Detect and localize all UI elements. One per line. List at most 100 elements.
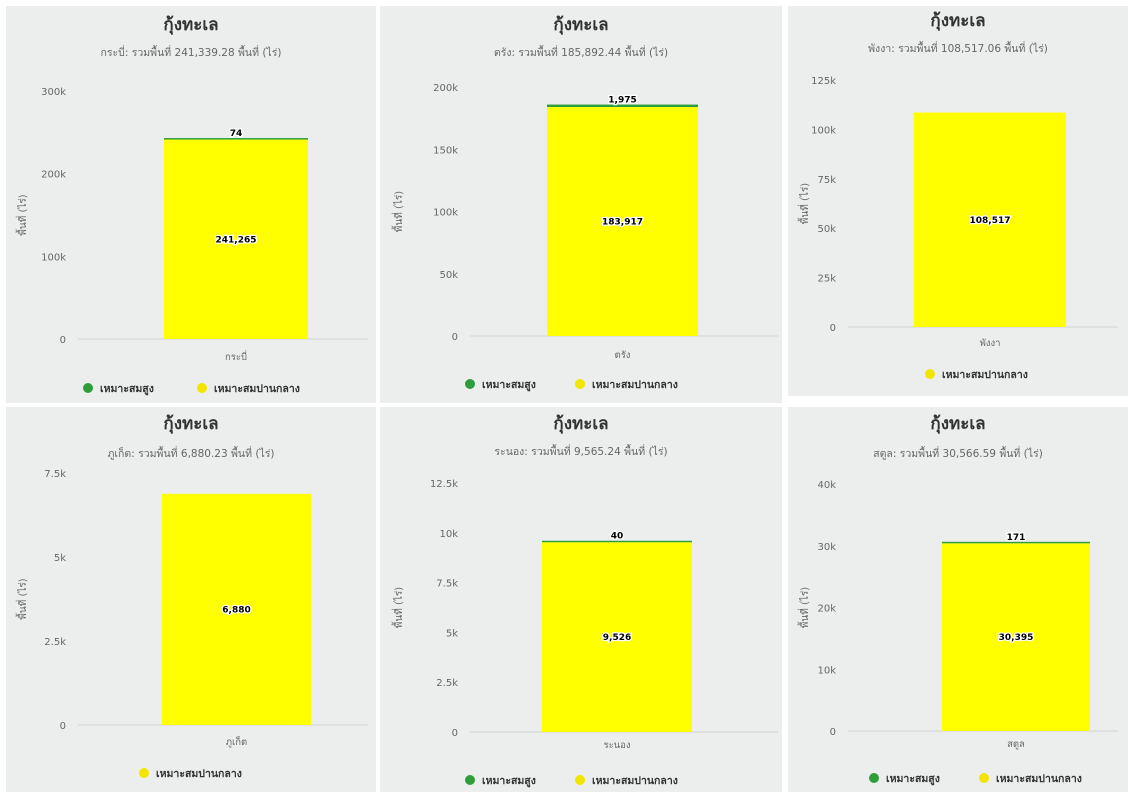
legend-label-medium: เหมาะสมปานกลาง: [156, 768, 242, 780]
y-tick-label: 0: [60, 335, 66, 346]
bar-high: [547, 104, 698, 108]
data-label-medium: 241,265: [216, 235, 257, 245]
chart-panel-krabi: กุ้งทะเลกระบี่: รวมพื้นที่ 241,339.28 พื…: [6, 6, 376, 403]
data-label-medium: 30,395: [999, 633, 1034, 643]
bar-high: [542, 540, 692, 543]
chart-title: กุ้งทะเล: [163, 15, 218, 35]
bar-medium: [162, 493, 311, 725]
legend-label-high: เหมาะสมสูง: [100, 383, 154, 396]
y-tick-label: 100k: [811, 125, 836, 136]
x-tick-label: ภูเก็ต: [226, 735, 247, 748]
legend-marker-medium: [575, 775, 585, 785]
chart-subtitle: กระบี่: รวมพื้นที่ 241,339.28 พื้นที่ (ไ…: [101, 45, 282, 59]
legend-label-medium: เหมาะสมปานกลาง: [592, 775, 678, 787]
chart-title: กุ้งทะเล: [930, 414, 985, 434]
bar-medium: [542, 542, 692, 732]
legend-marker-high: [465, 379, 475, 389]
chart-title: กุ้งทะเล: [930, 11, 985, 31]
y-tick-label: 12.5k: [430, 479, 458, 490]
y-axis-label: พื้นที่ (ไร่): [797, 183, 811, 225]
bar-medium: [914, 112, 1066, 328]
data-label-high: 171: [1007, 533, 1026, 543]
legend-marker-medium: [575, 379, 585, 389]
data-label-medium: 183,917: [602, 218, 643, 228]
legend-item-high: เหมาะสมสูง: [83, 383, 154, 396]
legend-item-medium: เหมาะสมปานกลาง: [925, 369, 1028, 381]
legend-marker-medium: [979, 773, 989, 783]
y-tick-label: 0: [830, 727, 836, 738]
y-tick-label: 5k: [54, 553, 66, 564]
y-tick-label: 2.5k: [436, 678, 458, 689]
data-label-high: 40: [611, 532, 624, 542]
chart-subtitle: ตรัง: รวมพื้นที่ 185,892.44 พื้นที่ (ไร่…: [494, 45, 668, 59]
data-label-high: 74: [230, 129, 243, 139]
chart-subtitle: พังงา: รวมพื้นที่ 108,517.06 พื้นที่ (ไร…: [868, 41, 1048, 55]
y-tick-label: 50k: [817, 224, 836, 235]
data-label-medium: 6,880: [222, 605, 250, 615]
legend-item-medium: เหมาะสมปานกลาง: [197, 383, 300, 395]
y-tick-label: 100k: [41, 252, 66, 263]
x-tick-label: พังงา: [980, 338, 1001, 349]
y-tick-label: 25k: [817, 274, 836, 285]
legend-label-high: เหมาะสมสูง: [482, 379, 536, 392]
legend-item-high: เหมาะสมสูง: [465, 379, 536, 392]
data-label-medium: 108,517: [970, 216, 1011, 226]
y-tick-label: 0: [830, 323, 836, 334]
x-tick-label: ตรัง: [615, 350, 631, 361]
legend-label-high: เหมาะสมสูง: [886, 773, 940, 786]
legend-label-high: เหมาะสมสูง: [482, 775, 536, 788]
y-tick-label: 2.5k: [44, 637, 66, 648]
legend-item-medium: เหมาะสมปานกลาง: [575, 379, 678, 391]
y-tick-label: 75k: [817, 175, 836, 186]
y-tick-label: 150k: [433, 145, 458, 156]
y-tick-label: 100k: [433, 208, 458, 219]
y-tick-label: 7.5k: [44, 469, 66, 480]
y-tick-label: 10k: [817, 665, 836, 676]
legend-item-medium: เหมาะสมปานกลาง: [575, 775, 678, 787]
bar-medium: [547, 107, 698, 336]
chart-panel-ranong: กุ้งทะเล ระนอง: รวมพื้นที่ 9,565.24 พื้นท…: [380, 407, 782, 792]
x-tick-label: กระบี่: [225, 350, 247, 363]
y-axis-label: พื้นที่ (ไร่): [15, 578, 29, 620]
legend-label-medium: เหมาะสมปานกลาง: [592, 379, 678, 391]
y-tick-label: 10k: [439, 529, 458, 540]
bar-medium: [164, 139, 308, 339]
chart-panel-phangnga: กุ้งทะเลพังงา: รวมพื้นที่ 108,517.06 พื้…: [788, 6, 1128, 396]
y-axis-label: พื้นที่ (ไร่): [15, 194, 29, 236]
chart-subtitle: ระนอง: รวมพื้นที่ 9,565.24 พื้นที่ (ไร่): [494, 444, 667, 458]
legend-label-medium: เหมาะสมปานกลาง: [214, 383, 300, 395]
legend-label-medium: เหมาะสมปานกลาง: [996, 773, 1082, 785]
bar-high: [942, 541, 1090, 544]
legend-marker-medium: [197, 383, 207, 393]
y-axis-label: พื้นที่ (ไร่): [391, 191, 405, 233]
y-tick-label: 7.5k: [436, 579, 458, 590]
chart-subtitle: ภูเก็ต: รวมพื้นที่ 6,880.23 พื้นที่ (ไร่…: [108, 446, 275, 460]
x-tick-label: ระนอง: [603, 740, 630, 751]
y-tick-label: 0: [452, 728, 458, 739]
legend-label-medium: เหมาะสมปานกลาง: [942, 369, 1028, 381]
legend-marker-high: [869, 773, 879, 783]
chart-panel-satun: กุ้งทะเลสตูล: รวมพื้นที่ 30,566.59 พื้นท…: [788, 407, 1128, 792]
legend-marker-medium: [139, 768, 149, 778]
y-tick-label: 40k: [817, 480, 836, 491]
y-tick-label: 200k: [41, 170, 66, 181]
y-tick-label: 0: [60, 721, 66, 732]
legend-item-high: เหมาะสมสูง: [869, 773, 940, 786]
legend-marker-high: [83, 383, 93, 393]
bar-medium: [942, 543, 1090, 731]
legend-item-medium: เหมาะสมปานกลาง: [979, 773, 1082, 785]
legend-item-medium: เหมาะสมปานกลาง: [139, 768, 242, 780]
y-tick-label: 300k: [41, 87, 66, 98]
chart-panel-trang: กุ้งทะเล ตรัง: รวมพื้นที่ 185,892.44 พื้น…: [380, 6, 782, 403]
chart-subtitle: สตูล: รวมพื้นที่ 30,566.59 พื้นที่ (ไร่): [873, 446, 1043, 460]
legend-item-high: เหมาะสมสูง: [465, 775, 536, 788]
legend-marker-medium: [925, 369, 935, 379]
bar-high: [164, 138, 308, 140]
y-tick-label: 30k: [817, 542, 836, 553]
